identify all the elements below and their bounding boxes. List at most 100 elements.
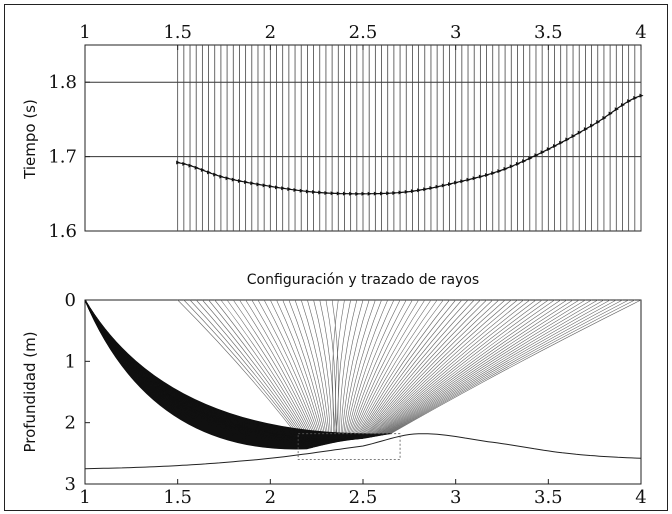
top-arrival-mark bbox=[281, 186, 286, 191]
top-arrival-mark bbox=[355, 191, 360, 196]
bottom-upgoing-ray bbox=[294, 299, 329, 444]
top-y-tick-label: 1.8 bbox=[48, 72, 77, 93]
bottom-x-tick-label: 1.5 bbox=[163, 487, 192, 508]
top-arrival-mark bbox=[509, 164, 514, 169]
bottom-upgoing-ray bbox=[363, 299, 493, 439]
bottom-upgoing-ray bbox=[347, 299, 401, 441]
bottom-upgoing-ray bbox=[390, 299, 642, 434]
bottom-title: Configuración y trazado de rayos bbox=[247, 272, 479, 288]
bottom-upgoing-ray bbox=[332, 299, 339, 443]
top-x-tick-label: 4 bbox=[635, 22, 646, 43]
bottom-x-ticks: 1 1.5 2 2.5 3 3.5 4 bbox=[79, 479, 647, 508]
bottom-upgoing-ray bbox=[377, 299, 568, 437]
bottom-upgoing-ray bbox=[282, 299, 327, 445]
top-arrival-mark bbox=[491, 171, 496, 176]
bottom-upgoing-ray bbox=[263, 299, 324, 446]
top-arrival-mark bbox=[231, 177, 236, 182]
top-series bbox=[176, 93, 644, 196]
top-arrival-mark bbox=[182, 161, 187, 166]
top-x-tick-label: 3 bbox=[450, 22, 461, 43]
bottom-upgoing-ray bbox=[368, 299, 518, 438]
top-y-axis-label: Tiempo (s) bbox=[21, 99, 39, 180]
top-arrival-mark bbox=[633, 95, 638, 100]
bottom-upgoing-ray bbox=[342, 299, 376, 441]
bottom-upgoing-ray bbox=[370, 299, 530, 438]
bottom-upgoing-ray bbox=[380, 299, 586, 436]
top-arrival-mark bbox=[614, 107, 619, 112]
bottom-upgoing-ray bbox=[379, 299, 580, 436]
chart-top: 1 1.5 2 2.5 3 3.5 4 1.6 1.7 1.8 Tiempo (s) bbox=[21, 22, 647, 242]
bottom-upgoing-ray bbox=[245, 299, 320, 446]
bottom-upgoing-ray bbox=[361, 299, 481, 439]
top-y-ticks: 1.6 1.7 1.8 bbox=[48, 72, 90, 242]
top-arrival-mark bbox=[608, 111, 613, 116]
top-arrival-mark bbox=[268, 184, 273, 189]
top-x-ticks: 1 1.5 2 2.5 3 3.5 4 bbox=[79, 22, 647, 50]
top-arrival-mark bbox=[410, 189, 415, 194]
top-arrival-mark bbox=[367, 191, 372, 196]
bottom-upgoing-ray bbox=[300, 299, 330, 444]
top-arrival-mark bbox=[219, 174, 224, 179]
bottom-upgoing-ray bbox=[366, 299, 506, 439]
top-arrival-mark bbox=[176, 160, 181, 165]
top-arrival-mark bbox=[559, 140, 564, 145]
top-arrival-mark bbox=[312, 190, 317, 195]
bottom-upgoing-ray bbox=[343, 299, 382, 441]
bottom-upgoing-ray bbox=[341, 299, 370, 442]
top-arrival-mark bbox=[417, 188, 422, 193]
top-arrival-mark bbox=[194, 165, 199, 170]
bottom-upgoing-ray bbox=[352, 299, 432, 440]
bottom-upgoing-ray bbox=[351, 299, 426, 440]
top-arrival-mark bbox=[188, 163, 193, 168]
top-arrival-mark bbox=[596, 120, 601, 125]
bottom-downgoing-rays bbox=[84, 299, 391, 450]
bottom-upgoing-ray bbox=[335, 299, 345, 442]
top-arrival-mark bbox=[373, 191, 378, 196]
top-arrival-mark bbox=[237, 178, 242, 183]
top-arrival-mark bbox=[571, 134, 576, 139]
bottom-upgoing-ray bbox=[340, 299, 364, 442]
top-x-tick-label: 3.5 bbox=[534, 22, 563, 43]
bottom-upgoing-ray bbox=[389, 299, 635, 435]
top-arrival-mark bbox=[225, 176, 230, 181]
top-arrival-mark bbox=[423, 187, 428, 192]
top-arrival-mark bbox=[454, 180, 459, 185]
bottom-upgoing-rays bbox=[177, 299, 642, 449]
bottom-upgoing-ray bbox=[375, 299, 555, 437]
top-arrival-mark bbox=[466, 177, 471, 182]
bottom-upgoing-ray bbox=[233, 299, 318, 447]
top-y-tick-label: 1.6 bbox=[48, 221, 77, 242]
top-arrival-mark bbox=[620, 103, 625, 108]
bottom-upgoing-ray bbox=[359, 299, 469, 439]
top-arrival-mark bbox=[386, 191, 391, 196]
top-arrival-mark bbox=[503, 166, 508, 171]
top-arrival-mark bbox=[299, 188, 304, 193]
bottom-upgoing-ray bbox=[388, 299, 629, 435]
bottom-upgoing-ray bbox=[226, 299, 317, 447]
top-arrival-mark bbox=[534, 153, 539, 158]
top-arrival-mark bbox=[447, 182, 452, 187]
bottom-upgoing-ray bbox=[381, 299, 592, 436]
top-arrival-mark bbox=[293, 188, 298, 193]
top-arrival-mark bbox=[392, 190, 397, 195]
top-arrival-mark bbox=[336, 191, 341, 196]
top-arrival-mark bbox=[602, 115, 607, 120]
bottom-y-tick-label: 3 bbox=[65, 474, 76, 495]
top-arrival-mark bbox=[244, 180, 249, 185]
bottom-upgoing-ray bbox=[353, 299, 438, 440]
bottom-upgoing-ray bbox=[387, 299, 623, 435]
bottom-x-tick-label: 2 bbox=[265, 487, 276, 508]
bottom-upgoing-ray bbox=[344, 299, 388, 441]
top-arrival-mark bbox=[565, 137, 570, 142]
bottom-upgoing-ray bbox=[382, 299, 598, 436]
top-arrival-mark bbox=[485, 172, 490, 177]
top-arrival-mark bbox=[429, 186, 434, 191]
top-x-tick-label: 1.5 bbox=[163, 22, 192, 43]
top-arrival-mark bbox=[435, 184, 440, 189]
top-arrival-mark bbox=[472, 176, 477, 181]
top-arrival-mark bbox=[275, 185, 280, 190]
top-arrival-mark bbox=[287, 187, 292, 192]
bottom-upgoing-ray bbox=[369, 299, 524, 438]
bottom-upgoing-ray bbox=[313, 299, 333, 443]
bottom-reflector bbox=[84, 433, 642, 470]
